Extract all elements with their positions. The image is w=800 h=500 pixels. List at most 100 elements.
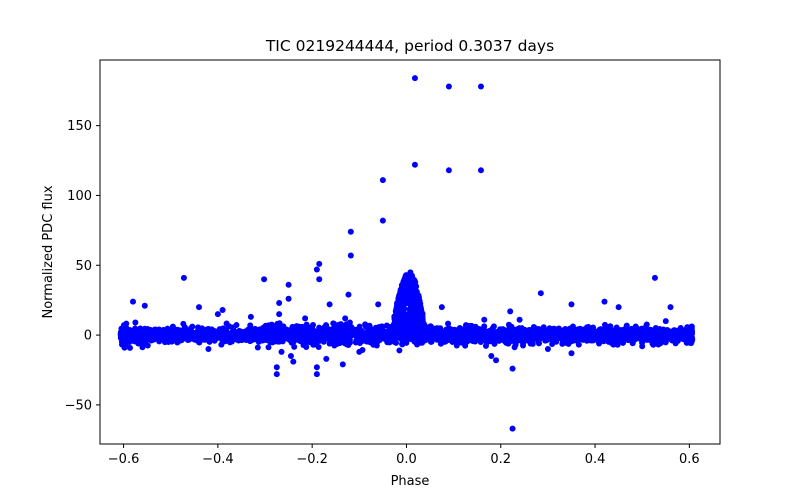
outlier-point xyxy=(285,281,292,288)
band-point xyxy=(566,332,573,339)
band-point xyxy=(233,322,240,329)
y-tick-label: 100 xyxy=(67,189,92,204)
band-point xyxy=(267,335,274,342)
band-point xyxy=(688,333,695,340)
band-point xyxy=(462,322,469,329)
band-point xyxy=(524,336,531,343)
band-point xyxy=(219,332,226,339)
band-point xyxy=(476,325,483,332)
outlier-point xyxy=(615,304,622,311)
band-point xyxy=(650,341,657,348)
x-axis-label: Phase xyxy=(391,474,430,489)
band-point xyxy=(575,341,582,348)
outlier-point xyxy=(219,306,226,313)
peak-point xyxy=(405,280,412,287)
band-point xyxy=(482,328,489,335)
band-point xyxy=(520,340,527,347)
band-point xyxy=(463,338,470,345)
band-point xyxy=(145,331,152,338)
y-axis-label: Normalized PDC flux xyxy=(41,185,56,318)
band-point xyxy=(195,339,202,346)
outlier-point xyxy=(180,274,187,281)
band-point xyxy=(441,338,448,345)
outlier-point xyxy=(438,304,445,311)
band-point xyxy=(614,333,621,340)
outlier-point xyxy=(247,313,254,320)
band-point xyxy=(564,338,571,345)
band-point xyxy=(595,330,602,337)
band-point xyxy=(136,332,143,339)
outlier-point xyxy=(493,357,500,364)
band-point xyxy=(118,333,125,340)
outlier-point xyxy=(477,167,484,174)
outlier-point xyxy=(651,274,658,281)
outlier-point xyxy=(347,228,354,235)
x-tick-label: 0.0 xyxy=(396,452,417,467)
band-point xyxy=(526,326,533,333)
band-point xyxy=(491,340,498,347)
band-point xyxy=(226,330,233,337)
peak-point xyxy=(407,299,414,306)
band-point xyxy=(491,336,498,343)
peak-point xyxy=(399,315,406,322)
band-point xyxy=(468,322,475,329)
band-point xyxy=(655,332,662,339)
outlier-point xyxy=(316,260,323,267)
outlier-point xyxy=(662,318,669,325)
band-point xyxy=(660,326,667,333)
outlier-point xyxy=(375,301,382,308)
band-point xyxy=(524,331,531,338)
band-point xyxy=(428,325,435,332)
outlier-point xyxy=(290,358,297,365)
band-point xyxy=(284,329,291,336)
peak-point xyxy=(403,315,410,322)
band-point xyxy=(449,338,456,345)
band-point xyxy=(161,335,168,342)
band-point xyxy=(141,325,148,332)
band-point xyxy=(482,337,489,344)
band-point xyxy=(675,330,682,337)
band-point xyxy=(151,327,158,334)
x-tick-label: −0.4 xyxy=(202,452,234,467)
band-point xyxy=(505,340,512,347)
outlier-point xyxy=(342,315,349,322)
band-point xyxy=(399,341,406,348)
outlier-point xyxy=(356,348,363,355)
band-point xyxy=(180,331,187,338)
peak-point xyxy=(413,292,420,299)
outlier-point xyxy=(379,217,386,224)
outlier-point xyxy=(544,346,551,353)
band-point xyxy=(344,329,351,336)
band-point xyxy=(241,330,248,337)
band-point xyxy=(618,326,625,333)
band-point xyxy=(165,329,172,336)
outlier-point xyxy=(141,302,148,309)
band-point xyxy=(358,332,365,339)
x-tick-label: −0.6 xyxy=(108,452,140,467)
band-point xyxy=(369,330,376,337)
band-point xyxy=(316,334,323,341)
outlier-point xyxy=(273,371,280,378)
y-tick-label: 0 xyxy=(84,329,92,344)
band-point xyxy=(149,336,156,343)
outlier-point xyxy=(411,75,418,82)
band-point xyxy=(506,332,513,339)
band-point xyxy=(384,339,391,346)
band-point xyxy=(286,335,293,342)
band-point xyxy=(329,337,336,344)
band-point xyxy=(272,327,279,334)
band-point xyxy=(666,335,673,342)
outlier-point xyxy=(568,350,575,357)
band-point xyxy=(560,338,567,345)
outlier-point xyxy=(537,290,544,297)
plot-area xyxy=(117,75,696,432)
x-tick-label: 0.4 xyxy=(585,452,606,467)
band-point xyxy=(300,340,307,347)
peak-point xyxy=(401,286,408,293)
band-point xyxy=(336,340,343,347)
band-point xyxy=(173,327,180,334)
band-point xyxy=(459,326,466,333)
band-point xyxy=(527,340,534,347)
band-point xyxy=(559,331,566,338)
